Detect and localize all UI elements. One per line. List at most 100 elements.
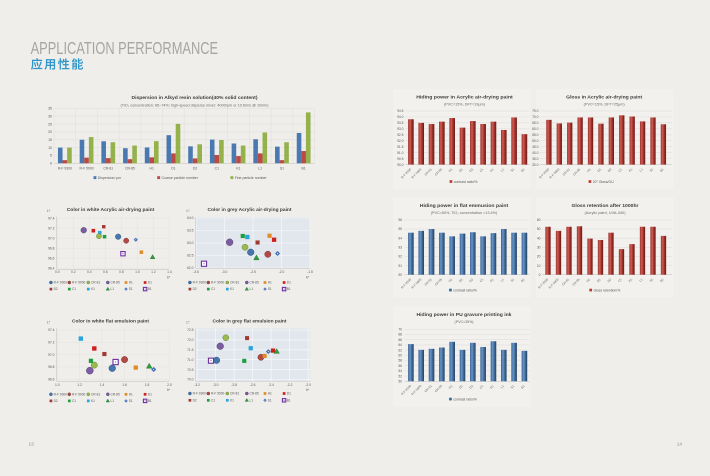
svg-text:Fine particle number: Fine particle number — [235, 176, 268, 180]
svg-text:Color in white flat emulsion p: Color in white flat emulsion paint — [72, 318, 149, 323]
svg-text:D1: D1 — [458, 167, 464, 173]
svg-text:C1: C1 — [479, 277, 485, 283]
svg-text:Color in grey flat emulsion pa: Color in grey flat emulsion paint — [213, 318, 287, 323]
svg-text:S1: S1 — [649, 277, 655, 283]
svg-text:30.0: 30.0 — [532, 163, 539, 167]
svg-text:90.5: 90.5 — [397, 157, 404, 161]
svg-text:(PVC=15%, DFT=19μm): (PVC=15%, DFT=19μm) — [444, 102, 485, 106]
svg-text:K1: K1 — [236, 167, 240, 171]
svg-text:b*: b* — [306, 388, 310, 392]
svg-text:CR-81: CR-81 — [91, 281, 100, 285]
svg-text:1.4: 1.4 — [100, 383, 105, 387]
svg-text:D2: D2 — [193, 167, 197, 171]
svg-text:97.4: 97.4 — [48, 216, 55, 220]
svg-text:0.4: 0.4 — [87, 270, 92, 274]
svg-text:L1: L1 — [111, 399, 115, 403]
svg-text:B1: B1 — [659, 167, 665, 173]
svg-text:0: 0 — [50, 162, 52, 166]
svg-text:54: 54 — [398, 369, 402, 373]
svg-text:S1: S1 — [129, 287, 133, 291]
svg-text:20° Gloss/GU: 20° Gloss/GU — [593, 180, 614, 184]
svg-text:S1: S1 — [268, 287, 272, 291]
svg-text:K1: K1 — [230, 287, 234, 291]
svg-text:H1: H1 — [586, 167, 592, 173]
svg-text:B1: B1 — [520, 167, 526, 173]
svg-text:96.6: 96.6 — [48, 256, 55, 260]
svg-text:56: 56 — [398, 364, 402, 368]
svg-text:R-F 9300: R-F 9300 — [54, 281, 68, 285]
svg-text:93.0: 93.0 — [397, 127, 404, 131]
svg-text:55.0: 55.0 — [532, 133, 539, 137]
svg-text:96.6: 96.6 — [48, 378, 55, 382]
svg-text:2.0: 2.0 — [167, 383, 172, 387]
svg-text:Gloss retention/%: Gloss retention/% — [594, 288, 621, 292]
svg-text:H1: H1 — [448, 277, 454, 283]
svg-text:C1: C1 — [72, 287, 76, 291]
svg-text:S1: S1 — [129, 399, 133, 403]
svg-text:R-F 5900: R-F 5900 — [72, 281, 86, 285]
svg-text:94: 94 — [398, 236, 402, 240]
svg-text:0.0: 0.0 — [55, 270, 60, 274]
svg-text:K1: K1 — [628, 167, 634, 173]
svg-text:H1: H1 — [268, 392, 272, 396]
svg-text:Dispersion/ μm: Dispersion/ μm — [98, 176, 121, 180]
svg-text:97.0: 97.0 — [48, 236, 55, 240]
svg-text:b*: b* — [167, 276, 171, 280]
svg-text:K1: K1 — [230, 398, 234, 402]
svg-text:1.0: 1.0 — [55, 383, 60, 387]
svg-text:50.0: 50.0 — [532, 139, 539, 143]
svg-text:72.0: 72.0 — [187, 338, 194, 342]
svg-text:52: 52 — [398, 374, 402, 378]
svg-text:1.2: 1.2 — [151, 270, 156, 274]
svg-text:C1: C1 — [617, 167, 623, 173]
svg-text:1.4: 1.4 — [167, 270, 172, 274]
svg-text:H1: H1 — [150, 167, 154, 171]
svg-text:97.2: 97.2 — [48, 341, 55, 345]
svg-text:64.0: 64.0 — [187, 216, 194, 220]
svg-text:D1: D1 — [287, 392, 291, 396]
svg-text:-3.0: -3.0 — [213, 383, 219, 387]
svg-text:Dispersion in Alkyd resin solu: Dispersion in Alkyd resin solution(40% s… — [132, 95, 258, 101]
svg-text:L1: L1 — [111, 287, 115, 291]
svg-text:B1: B1 — [520, 277, 526, 283]
svg-text:APPLICATION PERFORMANCE: APPLICATION PERFORMANCE — [31, 38, 219, 58]
svg-text:CR-81: CR-81 — [91, 392, 100, 396]
svg-text:R-F 9300: R-F 9300 — [193, 392, 207, 396]
svg-text:C1: C1 — [211, 287, 215, 291]
svg-text:20: 20 — [537, 255, 541, 259]
svg-text:H1: H1 — [129, 392, 133, 396]
svg-text:B1: B1 — [148, 399, 152, 403]
svg-text:L*: L* — [186, 209, 190, 213]
svg-text:S1: S1 — [510, 167, 516, 173]
svg-text:B1: B1 — [287, 398, 291, 402]
svg-text:CR-81: CR-81 — [424, 167, 433, 176]
svg-text:91.0: 91.0 — [397, 151, 404, 155]
svg-text:C1: C1 — [215, 167, 219, 171]
svg-text:1.0: 1.0 — [135, 270, 140, 274]
svg-text:0.6: 0.6 — [103, 270, 108, 274]
svg-text:R-F 5900: R-F 5900 — [72, 392, 86, 396]
svg-text:CR-85: CR-85 — [111, 281, 120, 285]
svg-text:45.0: 45.0 — [532, 145, 539, 149]
svg-text:10: 10 — [537, 264, 541, 268]
svg-text:K1: K1 — [91, 287, 95, 291]
svg-text:-2.6: -2.6 — [250, 383, 256, 387]
svg-text:S1: S1 — [280, 167, 284, 171]
svg-text:(TiO₂ concentration: 65~74%; h: (TiO₂ concentration: 65~74%; high-speed … — [121, 104, 269, 108]
svg-text:C1: C1 — [72, 399, 76, 403]
svg-text:R-F 5900: R-F 5900 — [211, 281, 225, 285]
svg-text:68: 68 — [398, 333, 402, 337]
svg-text:contrast ratio/%: contrast ratio/% — [453, 288, 477, 292]
svg-text:70.0: 70.0 — [532, 115, 539, 119]
svg-text:CR-81: CR-81 — [103, 167, 113, 171]
svg-text:contrast ratio/%: contrast ratio/% — [453, 397, 477, 401]
svg-text:96.8: 96.8 — [48, 246, 55, 250]
svg-text:72.5: 72.5 — [187, 328, 194, 332]
svg-text:K1: K1 — [489, 167, 495, 173]
svg-text:D1: D1 — [287, 281, 291, 285]
svg-text:D2: D2 — [468, 167, 474, 173]
svg-text:CR-85: CR-85 — [111, 392, 120, 396]
svg-text:D1: D1 — [171, 167, 175, 171]
svg-text:R-F 9300: R-F 9300 — [193, 281, 207, 285]
svg-text:Color in white Acrylic air-dry: Color in white Acrylic air-drying paint — [67, 207, 155, 212]
